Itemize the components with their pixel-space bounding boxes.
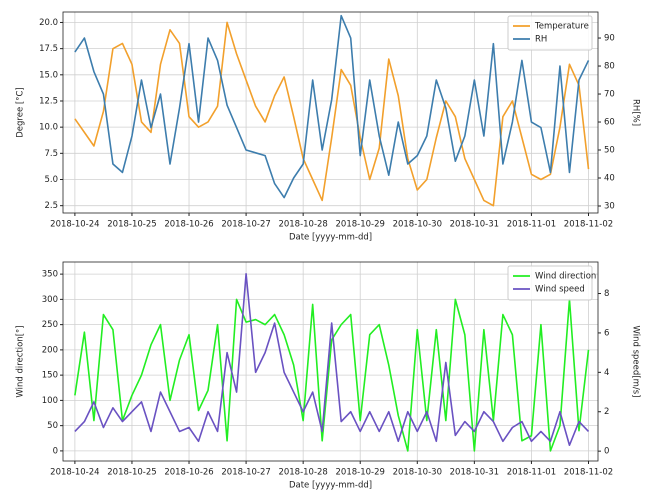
y2-tick-label: 6 (604, 328, 609, 338)
x-tick-label: 2018-10-29 (336, 220, 385, 230)
x-tick-label: 2018-11-02 (564, 220, 613, 230)
x-tick-label: 2018-10-27 (221, 468, 270, 478)
legend-label: Wind speed (535, 285, 585, 295)
legend-label: RH (535, 35, 547, 45)
legend-box (507, 15, 593, 51)
y-tick-label: 10.0 (39, 123, 58, 133)
y2-tick-label: 2 (604, 407, 609, 417)
y-tick-label: 200 (42, 345, 58, 355)
y-tick-label: 15.0 (39, 70, 58, 80)
y-tick-label: 50 (47, 421, 58, 431)
x-axis-label: Date [yyyy-mm-dd] (289, 233, 372, 243)
y-tick-label: 150 (42, 371, 58, 381)
x-tick-label: 2018-10-31 (450, 220, 499, 230)
y2-tick-label: 50 (604, 146, 615, 156)
y-tick-label: 2.5 (44, 201, 58, 211)
y2-tick-label: 60 (604, 118, 615, 128)
series-line (74, 273, 590, 447)
y-axis-label: Wind direction[°] (16, 325, 26, 397)
y-tick-label: 0 (53, 446, 58, 456)
x-tick-label: 2018-10-25 (107, 220, 156, 230)
x-tick-label: 2018-10-28 (278, 468, 327, 478)
x-tick-label: 2018-11-01 (507, 468, 556, 478)
x-tick-label: 2018-10-24 (50, 468, 99, 478)
series-line (74, 298, 590, 452)
x-tick-label: 2018-10-26 (164, 468, 213, 478)
y2-tick-label: 8 (604, 289, 609, 299)
plot-frame (62, 261, 599, 462)
y2-tick-label: 4 (604, 368, 609, 378)
y2-tick-label: 30 (604, 202, 615, 212)
panel: 2018-10-24 2018-10-25 2018-10-26 2018-10-27… (16, 11, 641, 243)
legend-label: Wind direction (535, 272, 596, 282)
y-axis-label: Degree [°C] (16, 87, 26, 137)
x-tick-label: 2018-10-25 (107, 468, 156, 478)
y-tick-label: 20.0 (39, 18, 58, 28)
plot-frame (62, 11, 599, 214)
y2-axis-label: Wind speed[m/s] (631, 326, 641, 398)
y2-tick-label: 80 (604, 62, 615, 72)
legend-label: Temperature (534, 22, 589, 32)
x-tick-label: 2018-10-30 (393, 220, 442, 230)
series-line (74, 21, 590, 207)
panel: 2018-10-24 2018-10-25 2018-10-26 2018-10-27… (16, 261, 641, 491)
x-axis-label: Date [yyyy-mm-dd] (289, 481, 372, 491)
series-line (74, 14, 590, 199)
x-tick-label: 2018-10-28 (278, 220, 327, 230)
x-tick-label: 2018-10-24 (50, 220, 99, 230)
legend-box (507, 265, 593, 301)
y-tick-label: 12.5 (39, 96, 58, 106)
x-tick-label: 2018-10-30 (393, 468, 442, 478)
y2-tick-label: 70 (604, 90, 615, 100)
y-tick-label: 300 (42, 295, 58, 305)
y2-axis-label: RH[%] (631, 99, 641, 126)
y-tick-label: 250 (42, 320, 58, 330)
x-tick-label: 2018-11-01 (507, 220, 556, 230)
y-tick-label: 5.0 (44, 175, 58, 185)
y-tick-label: 7.5 (44, 149, 58, 159)
y-tick-label: 100 (42, 396, 58, 406)
x-tick-label: 2018-11-02 (564, 468, 613, 478)
x-tick-label: 2018-10-29 (336, 468, 385, 478)
y2-tick-label: 90 (604, 34, 615, 44)
x-tick-label: 2018-10-27 (221, 220, 270, 230)
y-tick-label: 350 (42, 270, 58, 280)
y2-tick-label: 0 (604, 447, 609, 457)
x-tick-label: 2018-10-26 (164, 220, 213, 230)
x-tick-label: 2018-10-31 (450, 468, 499, 478)
y-tick-label: 17.5 (39, 44, 58, 54)
y2-tick-label: 40 (604, 174, 615, 184)
